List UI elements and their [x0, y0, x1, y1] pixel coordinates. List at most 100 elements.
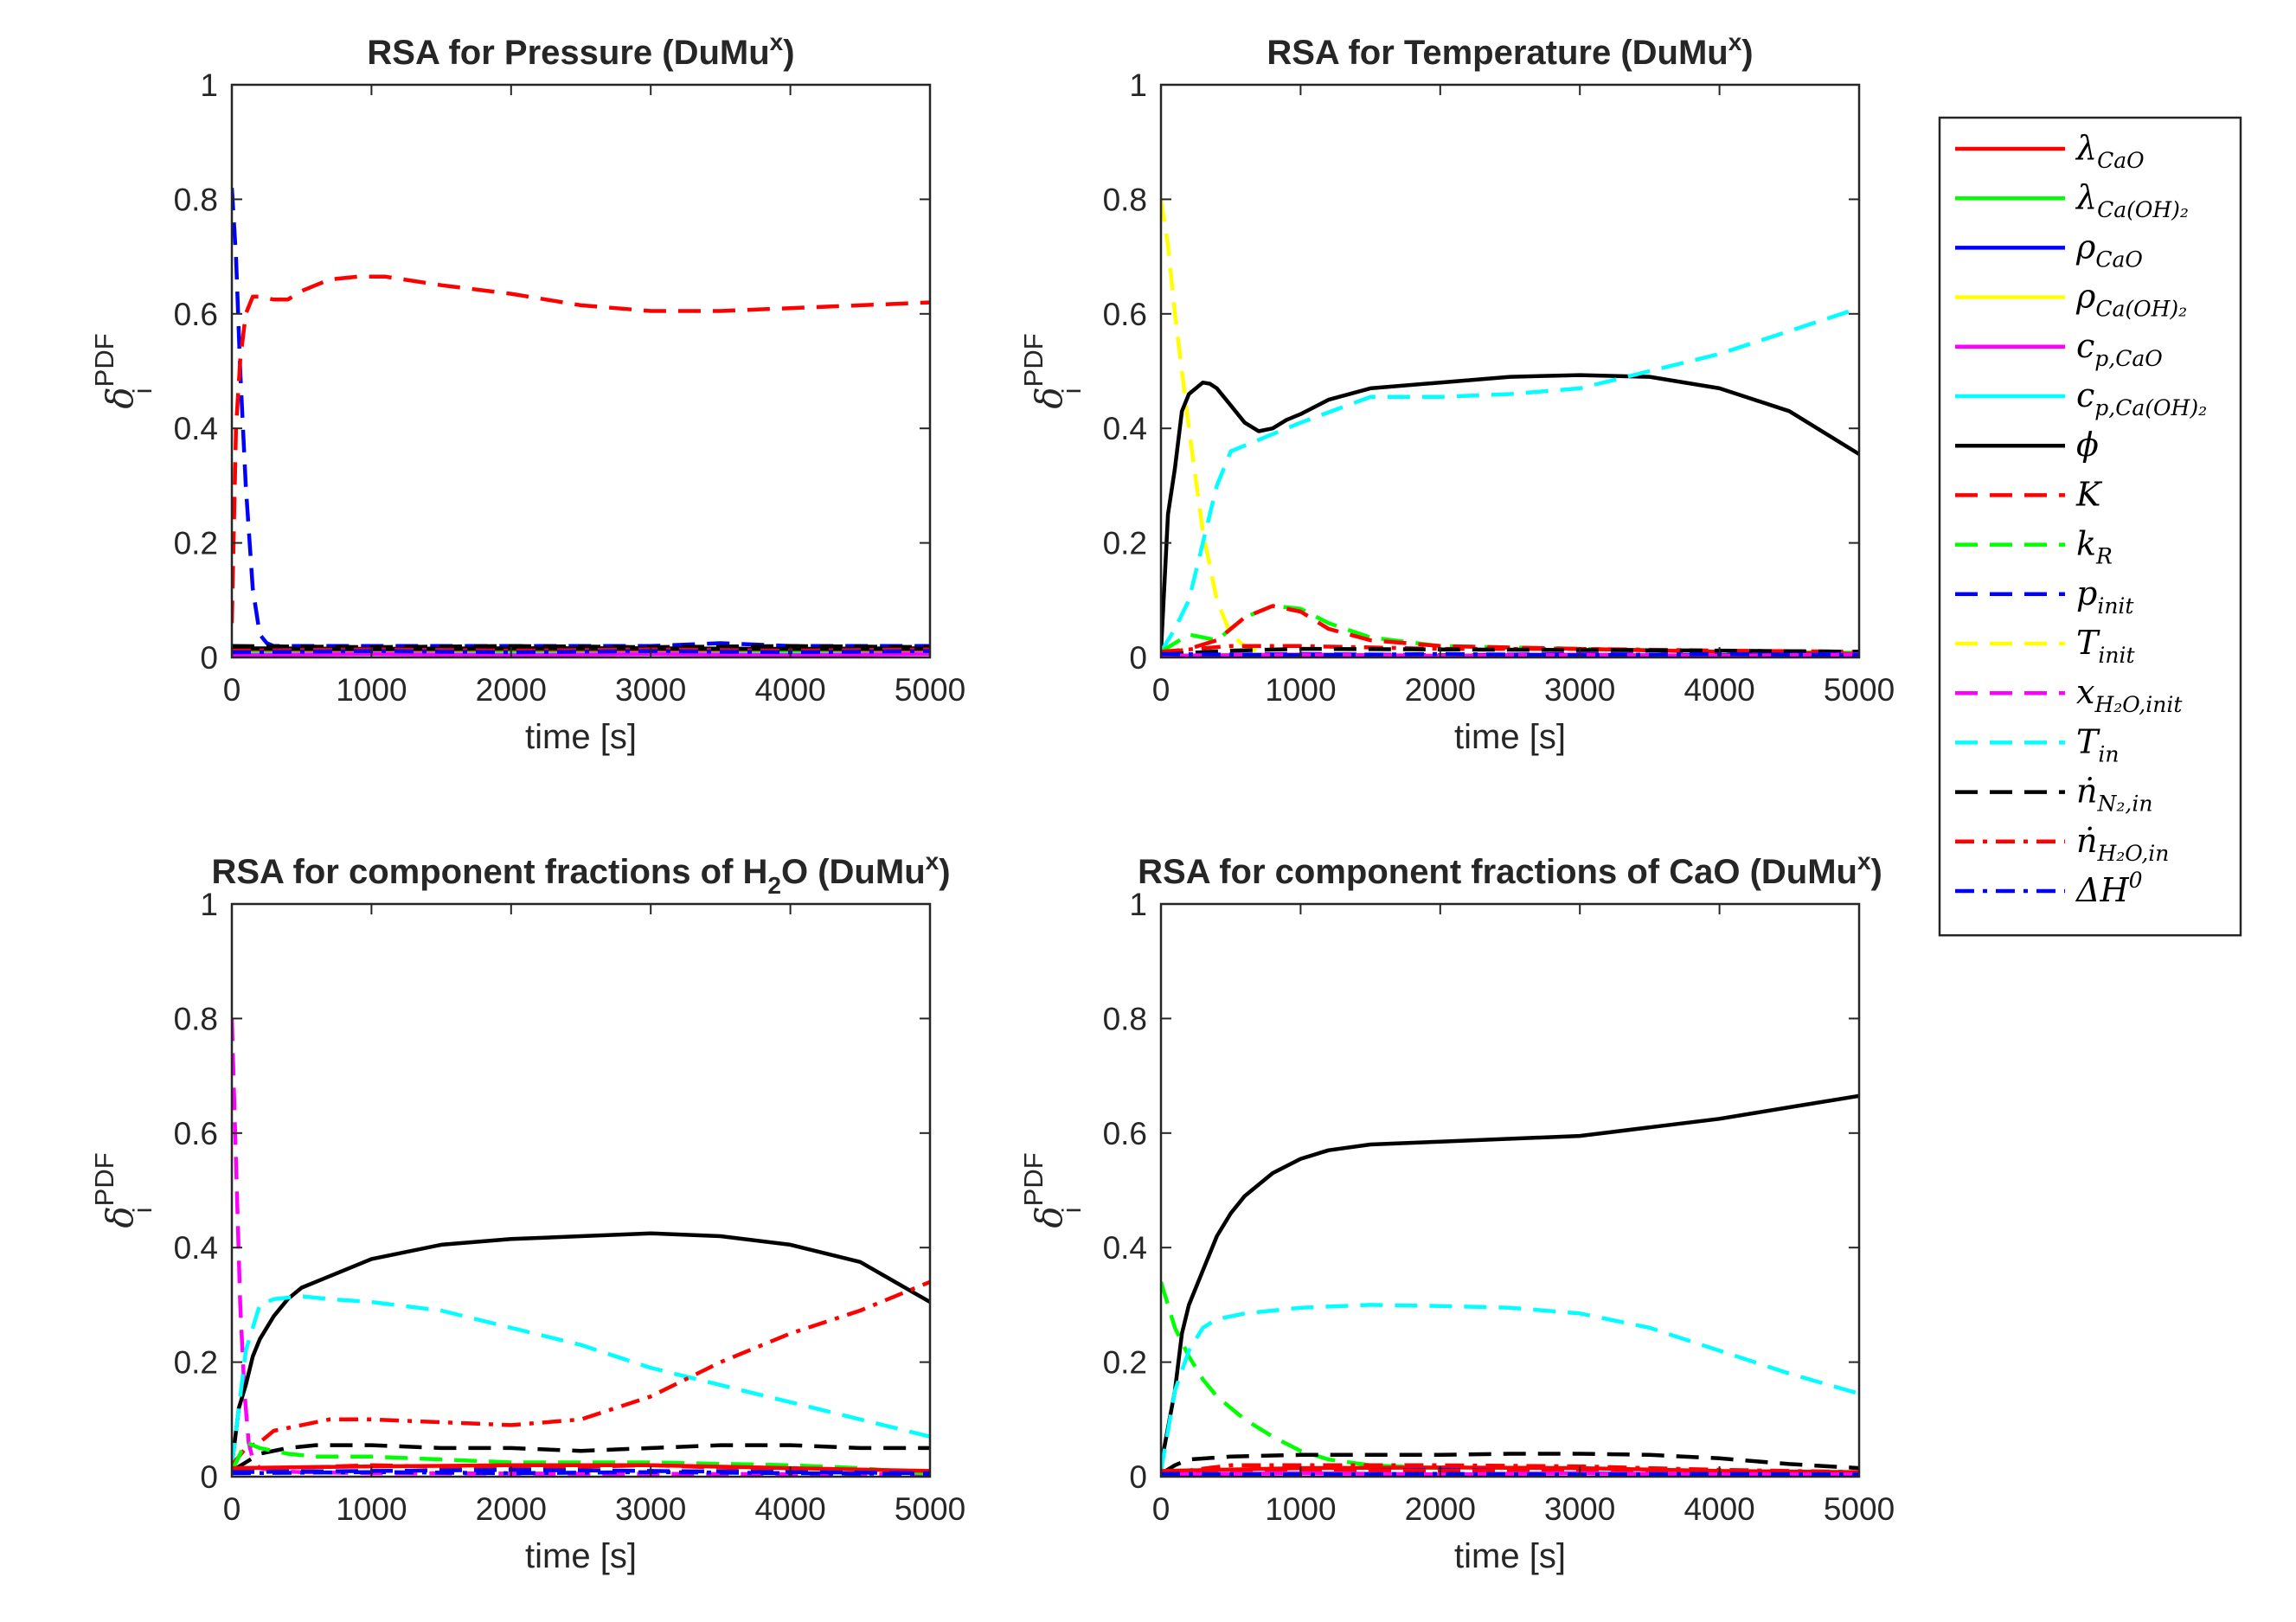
legend-item: kR	[1955, 525, 2113, 569]
legend-superscript: 0	[2129, 868, 2143, 893]
legend-label: λCaO	[2075, 129, 2145, 173]
y-tick-label: 0.2	[174, 526, 218, 561]
y-axis-subscript: i	[1056, 1207, 1087, 1213]
y-axis-symbol: δ	[99, 1206, 141, 1228]
series-line-c-p,CaO	[1161, 1471, 1859, 1477]
title-text: RSA for Temperature (DuMu	[1267, 34, 1728, 72]
legend-symbol: ΔH	[2075, 871, 2129, 909]
chart-title: RSA for Pressure (DuMux)	[367, 29, 794, 72]
legend-label: pinit	[2076, 574, 2134, 619]
legend-label: ΔH0	[2075, 868, 2143, 909]
chart-title: RSA for Temperature (DuMux)	[1267, 29, 1753, 72]
legend-symbol: x	[2076, 673, 2094, 711]
y-axis-superscript: PDF	[89, 333, 119, 387]
series-line-k-R	[1161, 1281, 1440, 1471]
legend-item: λCaO	[1955, 129, 2145, 173]
x-tick-label: 5000	[895, 1491, 965, 1527]
y-axis-label: δPDF i	[89, 333, 157, 408]
legend-item: λCa(OH)₂	[1955, 178, 2189, 222]
chart-3: 0 1000 2000 3000 4000 5000 0 0.2 0.4 0.6 0.8 1 time …	[89, 848, 965, 1575]
y-tick-label: 0	[200, 1459, 218, 1495]
y-tick-label: 0.8	[174, 1001, 218, 1036]
y-axis-subscript: i	[127, 1207, 157, 1213]
series-line-ṅ-N₂,in	[232, 1443, 930, 1473]
series-group	[232, 1018, 930, 1477]
series-line-T-in	[1161, 306, 1859, 653]
legend-subscript: p,Ca(OH)₂	[2094, 395, 2207, 420]
title-text-end: )	[1741, 34, 1753, 72]
legend-subscript: Ca(OH)₂	[2095, 297, 2187, 322]
series-line-T-in	[1161, 1303, 1859, 1471]
y-axis-label: δPDF i	[1018, 1152, 1087, 1228]
chart-4: 0 1000 2000 3000 4000 5000 0 0.2 0.4 0.6 0.8 1 time …	[1018, 848, 1895, 1575]
legend-item: pinit	[1955, 574, 2134, 619]
legend-symbol: λ	[2075, 178, 2097, 216]
legend-item: ṅN₂,in	[1955, 773, 2152, 817]
x-tick-label: 3000	[615, 672, 686, 708]
title-text-end: )	[783, 34, 794, 72]
title-text-mid: O (DuMu	[781, 853, 926, 891]
series-line-ϕ	[232, 1231, 930, 1466]
title-text: RSA for Pressure (DuMu	[367, 34, 769, 72]
series-line-ṅ-N₂,in	[232, 644, 930, 650]
legend-label: Tinit	[2076, 624, 2135, 668]
x-tick-label: 2000	[1405, 1491, 1476, 1527]
legend-item: cp,Ca(OH)₂	[1955, 376, 2207, 420]
y-axis-symbol: δ	[1028, 387, 1070, 408]
y-axis-subscript: i	[1056, 388, 1087, 394]
series-line-k-R	[232, 1440, 930, 1476]
title-text: RSA for component fractions of CaO (DuMu	[1138, 853, 1857, 891]
legend-symbol: ρ	[2075, 278, 2096, 316]
y-axis-superscript: PDF	[1018, 1152, 1049, 1206]
legend-item: ρCa(OH)₂	[1955, 278, 2187, 322]
legend-item: ρCaO	[1955, 228, 2143, 272]
chart-1: 0 1000 2000 3000 4000 5000 0 0.2 0.4 0.6 0.8 1 time …	[89, 29, 965, 756]
y-tick-label: 0.8	[1103, 1001, 1147, 1036]
x-tick-label: 1000	[1265, 1491, 1336, 1527]
y-tick-label: 0.8	[1103, 182, 1147, 217]
legend-symbol: λ	[2075, 129, 2097, 167]
series-line-ϕ	[1161, 373, 1859, 652]
x-tick-label: 3000	[1544, 672, 1615, 708]
series-line-c-p,CaO	[232, 651, 930, 657]
y-tick-label: 0.6	[174, 1116, 218, 1151]
series-line-K	[232, 274, 930, 624]
series-line-x-H₂O,init	[232, 1018, 930, 1477]
axes-frame	[230, 902, 932, 1478]
series-line-K	[1161, 1467, 1859, 1476]
y-tick-label: 0.8	[174, 182, 218, 217]
title-text: RSA for component fractions of H	[211, 853, 767, 891]
x-tick-label: 1000	[336, 1491, 407, 1527]
x-tick-label: 5000	[1824, 1491, 1895, 1527]
series-line-k-R	[1161, 604, 1859, 655]
chart-title: RSA for component fractions of H2O (DuMu…	[211, 848, 950, 899]
title-superscript: x	[770, 29, 784, 55]
legend: λCaOλCa(OH)₂ρCaOρCa(OH)₂cp,CaOcp,Ca(OH)₂…	[1938, 116, 2242, 937]
legend-item: xH₂O,init	[1955, 673, 2183, 717]
x-tick-label: 1000	[336, 672, 407, 708]
series-group	[1161, 199, 1859, 657]
series-line-K	[232, 1463, 930, 1474]
legend-label: xH₂O,init	[2076, 673, 2183, 717]
legend-item: K	[1955, 475, 2103, 513]
legend-subscript: H₂O,init	[2094, 692, 2183, 717]
series-group	[232, 188, 930, 657]
series-line-T-in	[232, 1294, 930, 1466]
legend-symbol: K	[2075, 475, 2103, 513]
legend-label: ṅH₂O,in	[2076, 822, 2169, 866]
series-line-p-init	[232, 1467, 930, 1476]
legend-item: ṅH₂O,in	[1955, 822, 2169, 866]
legend-label: ϕ	[2076, 426, 2099, 464]
legend-label: λCa(OH)₂	[2075, 178, 2189, 222]
series-line-ṅ-N₂,in	[1161, 1452, 1859, 1476]
y-tick-label: 0.2	[174, 1345, 218, 1381]
x-tick-label: 0	[223, 1491, 241, 1527]
y-tick-label: 0.6	[1103, 297, 1147, 332]
legend-symbol: T	[2076, 722, 2100, 760]
y-tick-label: 0	[1129, 640, 1147, 676]
title-text-end: )	[1871, 853, 1882, 891]
legend-item: Tinit	[1955, 624, 2135, 668]
series-line-ΔH	[1161, 651, 1859, 657]
y-tick-label: 1	[1129, 67, 1147, 103]
